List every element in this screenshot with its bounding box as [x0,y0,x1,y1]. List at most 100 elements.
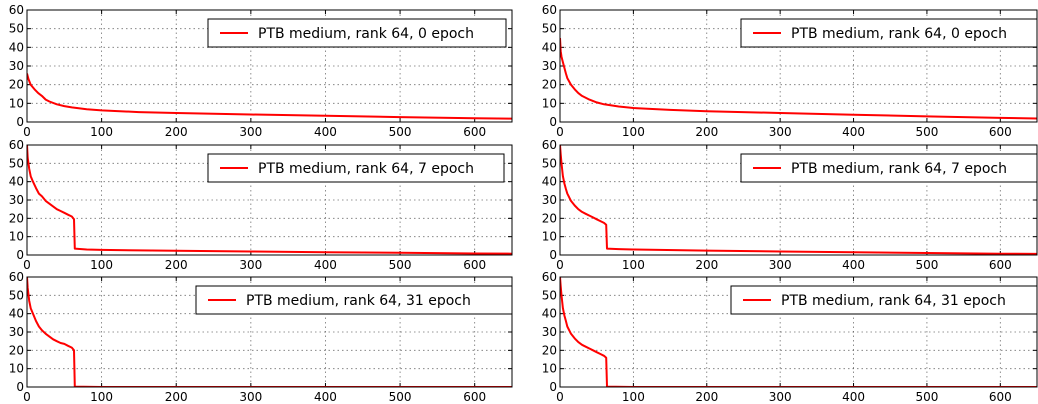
y-tick-label: 0 [16,115,24,129]
x-tick-label: 500 [915,258,938,272]
y-tick-label: 50 [542,22,557,36]
x-tick-label: 300 [769,390,792,404]
series-line [560,276,1037,387]
y-tick-label: 40 [542,307,557,321]
y-tick-label: 30 [542,59,557,73]
y-tick-label: 20 [9,343,24,357]
y-tick-label: 10 [9,230,24,244]
y-tick-label: 40 [9,307,24,321]
y-tick-label: 10 [542,362,557,376]
y-tick-label: 60 [542,138,557,152]
y-tick-label: 50 [542,288,557,302]
y-tick-label: 40 [542,40,557,54]
y-tick-label: 20 [542,78,557,92]
y-tick-label: 0 [16,380,24,394]
x-tick-label: 0 [23,258,31,272]
plot-frame [559,9,1038,123]
legend-entry: PTB medium, rank 64, 0 epoch [791,26,1007,42]
legend: PTB medium, rank 64, 31 epoch [195,285,513,315]
x-tick-label: 200 [695,258,718,272]
y-tick-label: 30 [542,325,557,339]
legend-entry: PTB medium, rank 64, 31 epoch [246,293,471,309]
y-tick-label: 60 [9,270,24,284]
plot-frame [559,276,1038,388]
x-tick-label: 300 [769,258,792,272]
y-tick-label: 60 [9,138,24,152]
y-tick-label: 0 [549,115,557,129]
y-tick-label: 30 [9,59,24,73]
x-tick-label: 0 [556,390,564,404]
legend-entry: PTB medium, rank 64, 7 epoch [258,161,474,177]
legend-box [207,153,505,183]
x-tick-label: 500 [389,390,412,404]
x-tick-label: 300 [239,390,262,404]
x-tick-label: 100 [90,258,113,272]
y-tick-label: 20 [9,211,24,225]
x-tick-label: 0 [556,258,564,272]
y-tick-label: 40 [9,175,24,189]
x-tick-label: 600 [463,258,486,272]
series-line [27,276,512,387]
legend-box [195,285,513,315]
x-tick-label: 400 [314,390,337,404]
y-tick-label: 50 [9,156,24,170]
y-tick-label: 20 [9,78,24,92]
legend: PTB medium, rank 64, 31 epoch [730,285,1038,315]
x-tick-label: 500 [389,125,412,139]
plot-frame [26,276,513,388]
legend-entry: PTB medium, rank 64, 31 epoch [781,293,1006,309]
y-tick-label: 40 [542,175,557,189]
x-tick-label: 500 [389,258,412,272]
y-tick-label: 20 [542,343,557,357]
x-tick-label: 200 [165,125,188,139]
y-tick-label: 50 [542,156,557,170]
legend: PTB medium, rank 64, 7 epoch [207,153,505,183]
y-tick-label: 10 [9,362,24,376]
x-tick-label: 600 [989,125,1012,139]
y-tick-label: 20 [542,211,557,225]
x-tick-label: 200 [695,390,718,404]
x-tick-label: 200 [165,390,188,404]
chart-panel-3: 0 100 200 300 400 500 600 0 10 20 30 40 50 60 PTB medi… [9,138,513,272]
y-tick-label: 50 [9,288,24,302]
x-tick-label: 600 [463,125,486,139]
x-tick-label: 500 [915,390,938,404]
x-tick-label: 300 [239,125,262,139]
series-line [27,73,512,120]
y-tick-label: 0 [549,248,557,262]
plot-frame [26,144,513,256]
y-tick-label: 30 [9,325,24,339]
series-line [560,144,1037,255]
y-tick-label: 10 [542,230,557,244]
y-tick-label: 10 [9,96,24,110]
y-tick-label: 60 [542,270,557,284]
y-tick-label: 60 [542,3,557,17]
legend-entry: PTB medium, rank 64, 0 epoch [258,26,474,42]
x-tick-label: 600 [989,258,1012,272]
x-tick-label: 400 [842,258,865,272]
y-tick-label: 30 [9,193,24,207]
legend: PTB medium, rank 64, 0 epoch [207,18,507,48]
chart-panel-5: 0 100 200 300 400 500 600 0 10 20 30 40 50 60 PTB medi… [9,270,513,404]
y-tick-label: 0 [16,248,24,262]
legend-box [740,18,1038,48]
y-tick-label: 60 [9,3,24,17]
legend-box [730,285,1038,315]
y-tick-label: 40 [9,40,24,54]
x-tick-label: 100 [622,390,645,404]
x-tick-label: 100 [90,125,113,139]
x-tick-label: 500 [915,125,938,139]
chart-panel-4: 0 100 200 300 400 500 600 0 10 20 30 40 50 60 PTB medi… [542,138,1038,272]
legend-box [740,153,1038,183]
legend: PTB medium, rank 64, 7 epoch [740,153,1038,183]
legend-box [207,18,507,48]
chart-panel-6: 0 100 200 300 400 500 600 0 10 20 30 40 50 60 PTB medi… [542,270,1038,404]
chart-panel-1: 0 100 200 300 400 500 600 0 10 20 30 40 50 60 PTB medi… [9,3,513,139]
x-tick-label: 200 [165,258,188,272]
x-tick-label: 100 [622,125,645,139]
x-tick-label: 0 [556,125,564,139]
y-tick-label: 50 [9,22,24,36]
plot-frame [26,9,513,123]
y-tick-label: 0 [549,380,557,394]
